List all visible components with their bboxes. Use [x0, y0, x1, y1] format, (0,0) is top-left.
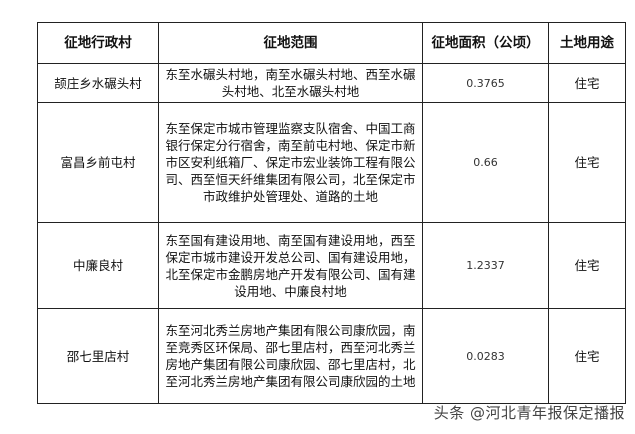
cell-scope: 东至国有建设用地、南至国有建设用地，西至保定市城市建设开发总公司、国有建设用地，…: [158, 222, 423, 309]
table-header-row: 征地行政村 征地范围 征地面积（公顷） 土地用途: [37, 22, 626, 64]
cell-use: 住宅: [548, 308, 626, 404]
cell-use: 住宅: [548, 222, 626, 309]
cell-scope: 东至保定市城市管理监察支队宿舍、中国工商银行保定分行宿舍，南至前屯村地、保定市新…: [158, 102, 423, 223]
header-use: 土地用途: [548, 22, 626, 64]
watermark: 头条 @河北青年报保定播报: [433, 404, 625, 422]
header-village: 征地行政村: [37, 22, 159, 64]
cell-village: 颉庄乡水碾头村: [37, 63, 159, 103]
cell-use: 住宅: [548, 102, 626, 223]
cell-scope: 东至河北秀兰房地产集团有限公司康欣园，南至竞秀区环保局、邵七里店村，西至河北秀兰…: [158, 308, 423, 404]
cell-area: 1.2337: [422, 222, 549, 309]
cell-village: 中廉良村: [37, 222, 159, 309]
table-row: 中廉良村 东至国有建设用地、南至国有建设用地，西至保定市城市建设开发总公司、国有…: [37, 222, 626, 309]
cell-scope: 东至水碾头村地，南至水碾头村地、西至水碾头村地、北至水碾头村地: [158, 63, 423, 103]
header-area: 征地面积（公顷）: [422, 22, 549, 64]
land-acquisition-table: 征地行政村 征地范围 征地面积（公顷） 土地用途 颉庄乡水碾头村 东至水碾头村地…: [37, 22, 626, 404]
cell-village: 富昌乡前屯村: [37, 102, 159, 223]
header-scope: 征地范围: [158, 22, 423, 64]
cell-area: 0.66: [422, 102, 549, 223]
table-row: 颉庄乡水碾头村 东至水碾头村地，南至水碾头村地、西至水碾头村地、北至水碾头村地 …: [37, 63, 626, 103]
table-row: 邵七里店村 东至河北秀兰房地产集团有限公司康欣园，南至竞秀区环保局、邵七里店村，…: [37, 308, 626, 404]
table-row: 富昌乡前屯村 东至保定市城市管理监察支队宿舍、中国工商银行保定分行宿舍，南至前屯…: [37, 102, 626, 223]
cell-use: 住宅: [548, 63, 626, 103]
cell-village: 邵七里店村: [37, 308, 159, 404]
cell-area: 0.0283: [422, 308, 549, 404]
cell-area: 0.3765: [422, 63, 549, 103]
